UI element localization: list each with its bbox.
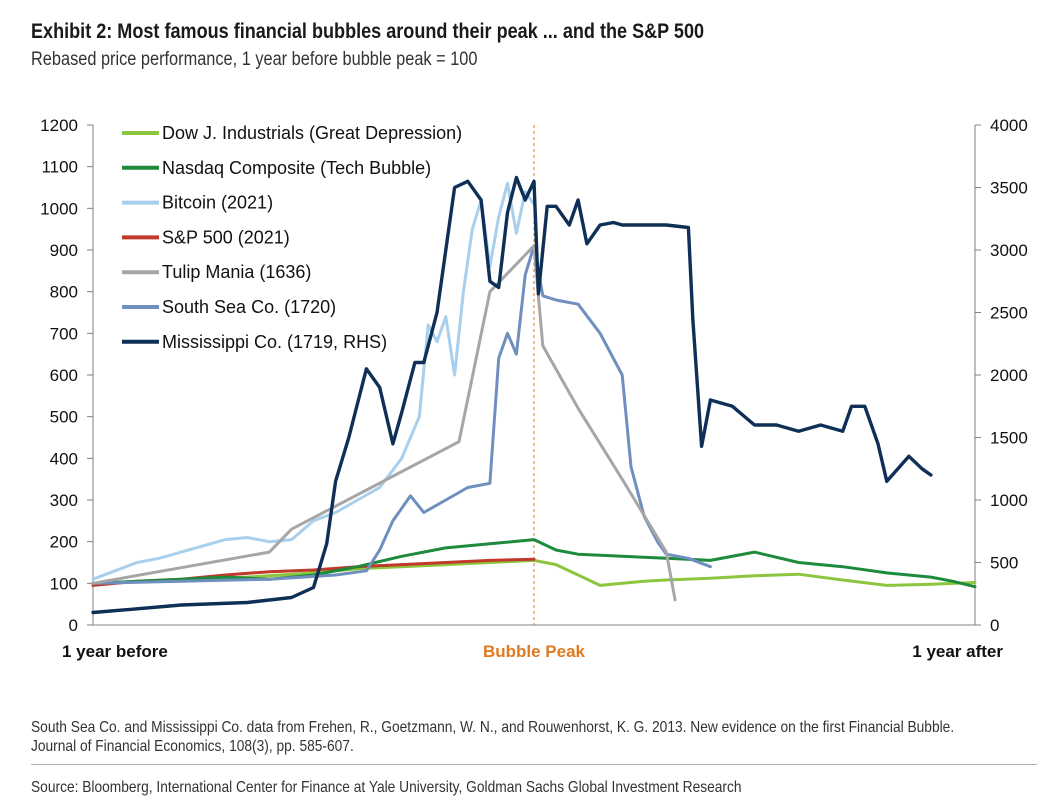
x-axis-category-label: Bubble Peak (483, 642, 586, 661)
axes: 0 100 200 300 400 500 600 700 800 900 1000 1100 1200… (40, 116, 1028, 661)
series-line-south_sea (91, 244, 712, 585)
exhibit-title: Exhibit 2: Most famous financial bubbles… (31, 20, 705, 43)
series-line-dow (91, 558, 977, 587)
left-axis-tick-label: 600 (50, 366, 78, 385)
series-line-tulip (91, 244, 677, 602)
right-axis-tick-label: 2500 (990, 304, 1028, 323)
left-axis-tick-label: 1100 (41, 158, 78, 177)
left-axis-tick-label: 1000 (40, 199, 78, 218)
x-axis-category-label: 1 year before (62, 642, 168, 661)
source-note: Source: Bloomberg, International Center … (31, 779, 742, 796)
legend-label-dow: Dow J. Industrials (Great Depression) (162, 123, 462, 143)
right-axis-tick-label: 1000 (990, 491, 1028, 510)
footer-divider (31, 764, 1037, 765)
series-lines (91, 175, 977, 615)
series-line-bitcoin (91, 181, 536, 581)
left-axis-tick-label: 200 (50, 533, 78, 552)
right-axis-tick-label: 500 (990, 554, 1018, 573)
legend-label-south_sea: South Sea Co. (1720) (162, 297, 336, 317)
left-axis-tick-label: 700 (50, 324, 78, 343)
line-chart: 0 100 200 300 400 500 600 700 800 900 1000 1100 1200… (40, 116, 1028, 661)
right-axis-tick-label: 4000 (990, 116, 1028, 135)
data-note-citation: Journal of Financial Economics, 108(3), … (31, 738, 354, 755)
right-axis-tick-label: 1500 (990, 429, 1028, 448)
left-axis-tick-label: 1200 (40, 116, 78, 135)
exhibit-subtitle: Rebased price performance, 1 year before… (31, 49, 478, 70)
right-axis-tick-label: 0 (990, 616, 999, 635)
right-axis-tick-label: 3000 (990, 241, 1028, 260)
right-axis-tick-label: 3500 (990, 179, 1028, 198)
legend-label-sp500: S&P 500 (2021) (162, 227, 290, 247)
left-axis-tick-label: 800 (50, 283, 78, 302)
left-axis-tick-label: 900 (50, 241, 78, 260)
legend-label-mississippi: Mississippi Co. (1719, RHS) (162, 332, 387, 352)
left-axis-tick-label: 300 (50, 491, 78, 510)
legend: Dow J. Industrials (Great Depression) Nas… (122, 123, 462, 352)
legend-label-bitcoin: Bitcoin (2021) (162, 193, 273, 213)
legend-label-nasdaq: Nasdaq Composite (Tech Bubble) (162, 158, 431, 178)
left-axis-tick-label: 100 (50, 574, 78, 593)
left-axis-tick-label: 0 (69, 616, 78, 635)
series-line-mississippi (91, 175, 933, 615)
data-note: South Sea Co. and Mississippi Co. data f… (31, 719, 955, 736)
left-axis-tick-label: 500 (50, 408, 78, 427)
right-axis-tick-label: 2000 (990, 366, 1028, 385)
left-axis-tick-label: 400 (50, 449, 78, 468)
legend-label-tulip: Tulip Mania (1636) (162, 262, 311, 282)
x-axis-category-label: 1 year after (912, 642, 1003, 661)
